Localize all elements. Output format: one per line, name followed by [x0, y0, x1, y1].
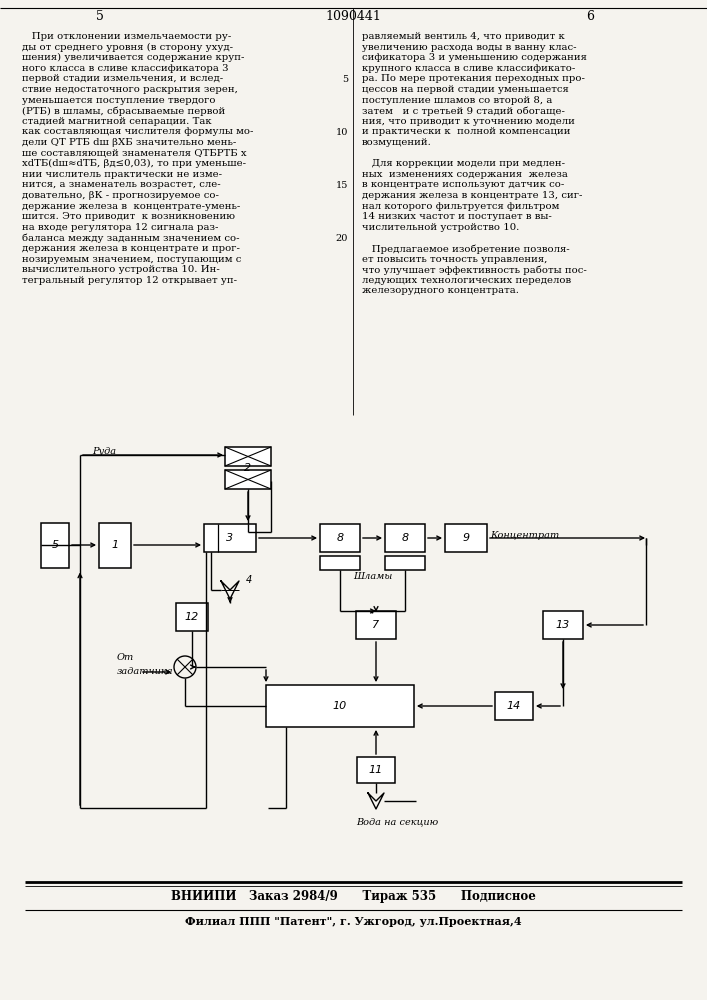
Text: тегральный регулятор 12 открывает уп-: тегральный регулятор 12 открывает уп-	[22, 276, 237, 285]
Bar	[543, 611, 583, 639]
Text: ния, что приводит к уточнению модели: ния, что приводит к уточнению модели	[362, 117, 575, 126]
Text: 8: 8	[337, 533, 344, 543]
Bar	[176, 603, 208, 631]
Bar	[495, 692, 533, 720]
Text: ствие недостаточного раскрытия зерен,: ствие недостаточного раскрытия зерен,	[22, 85, 238, 94]
Text: ВНИИПИ   Заказ 2984/9      Тираж 535      Подписное: ВНИИПИ Заказ 2984/9 Тираж 535 Подписное	[170, 890, 535, 903]
Text: 6: 6	[586, 10, 594, 23]
Text: 14: 14	[507, 701, 521, 711]
Text: 13: 13	[556, 620, 570, 630]
Text: xdТБ(dш≈dТБ, βд≤0,03), то при уменьше-: xdТБ(dш≈dТБ, βд≤0,03), то при уменьше-	[22, 159, 246, 168]
Text: 11: 11	[369, 765, 383, 775]
Text: железорудного концентрата.: железорудного концентрата.	[362, 286, 519, 295]
Text: ледующих технологических переделов: ледующих технологических переделов	[362, 276, 571, 285]
Text: От: От	[117, 653, 134, 662]
Text: довательно, βК - прогнозируемое со-: довательно, βК - прогнозируемое со-	[22, 191, 219, 200]
Text: числительной устройство 10.: числительной устройство 10.	[362, 223, 520, 232]
Text: Предлагаемое изобретение позволя-: Предлагаемое изобретение позволя-	[362, 244, 570, 253]
Text: ных  изменениях содержания  железа: ных изменениях содержания железа	[362, 170, 568, 179]
Text: Филиал ППП "Патент", г. Ужгород, ул.Проектная,4: Филиал ППП "Патент", г. Ужгород, ул.Прое…	[185, 916, 521, 927]
Text: ного класса в сливе классификатора 3: ного класса в сливе классификатора 3	[22, 64, 228, 73]
Text: Для коррекции модели при медлен-: Для коррекции модели при медлен-	[362, 159, 565, 168]
Text: ше составляющей знаменателя QТБPТБ x: ше составляющей знаменателя QТБPТБ x	[22, 149, 247, 158]
Text: 20: 20	[336, 234, 348, 243]
Text: шится. Это приводит  к возникновению: шится. Это приводит к возникновению	[22, 212, 235, 221]
Bar	[385, 556, 425, 570]
Bar	[204, 524, 256, 552]
Text: что улучшает эффективность работы пос-: что улучшает эффективность работы пос-	[362, 265, 587, 275]
Text: первой стадии измельчения, и вслед-: первой стадии измельчения, и вслед-	[22, 74, 223, 83]
Text: 1: 1	[112, 540, 119, 550]
Bar	[320, 524, 360, 552]
Text: на входе регулятора 12 сигнала раз-: на входе регулятора 12 сигнала раз-	[22, 223, 218, 232]
Text: При отклонении измельчаемости ру-: При отклонении измельчаемости ру-	[22, 32, 231, 41]
Bar	[41, 522, 69, 568]
Text: как составляющая числителя формулы мо-: как составляющая числителя формулы мо-	[22, 127, 253, 136]
Text: держания железа в концентрате 13, сиг-: держания железа в концентрате 13, сиг-	[362, 191, 583, 200]
Text: 2: 2	[245, 463, 252, 473]
Text: задатчика: задатчика	[117, 667, 174, 676]
Text: стадией магнитной сепарации. Так: стадией магнитной сепарации. Так	[22, 117, 211, 126]
Text: ра. По мере протекания переходных про-: ра. По мере протекания переходных про-	[362, 74, 585, 83]
Text: увеличению расхода воды в ванну клас-: увеличению расхода воды в ванну клас-	[362, 43, 576, 52]
Text: в концентрате используют датчик со-: в концентрате используют датчик со-	[362, 180, 564, 189]
Text: 3: 3	[226, 533, 233, 543]
Text: 5: 5	[52, 540, 59, 550]
Text: Концентрат: Концентрат	[490, 530, 559, 540]
Bar	[356, 611, 396, 639]
Bar	[445, 524, 487, 552]
Text: возмущений.: возмущений.	[362, 138, 432, 147]
Text: крупного класса в сливе классификато-: крупного класса в сливе классификато-	[362, 64, 575, 73]
Text: шения) увеличивается содержание круп-: шения) увеличивается содержание круп-	[22, 53, 245, 62]
Bar	[266, 685, 414, 727]
Text: ды от среднего уровня (в сторону ухуд-: ды от среднего уровня (в сторону ухуд-	[22, 43, 233, 52]
Text: (РТБ) в шламы, сбрасываемые первой: (РТБ) в шламы, сбрасываемые первой	[22, 106, 226, 116]
Text: 12: 12	[185, 612, 199, 622]
Text: уменьшается поступление твердого: уменьшается поступление твердого	[22, 96, 216, 105]
Text: поступление шламов со второй 8, а: поступление шламов со второй 8, а	[362, 96, 552, 105]
Text: 10: 10	[336, 128, 348, 137]
Text: Шламы: Шламы	[353, 572, 392, 581]
Text: 5: 5	[342, 75, 348, 84]
Bar	[385, 524, 425, 552]
Text: 8: 8	[402, 533, 409, 543]
Text: нии числитель практически не изме-: нии числитель практически не изме-	[22, 170, 222, 179]
Text: держания железа в концентрате и прог-: держания железа в концентрате и прог-	[22, 244, 240, 253]
Text: 7: 7	[373, 620, 380, 630]
Text: 4: 4	[246, 575, 252, 585]
Text: равляемый вентиль 4, что приводит к: равляемый вентиль 4, что приводит к	[362, 32, 565, 41]
Bar	[99, 522, 131, 568]
Bar	[357, 757, 395, 783]
Bar	[320, 556, 360, 570]
Text: ет повысить точность управления,: ет повысить точность управления,	[362, 255, 547, 264]
Text: нится, а знаменатель возрастет, сле-: нится, а знаменатель возрастет, сле-	[22, 180, 221, 189]
Text: Вода на секцию: Вода на секцию	[356, 817, 438, 826]
Text: 5: 5	[96, 10, 104, 23]
Bar	[225, 447, 271, 466]
Text: цессов на первой стадии уменьшается: цессов на первой стадии уменьшается	[362, 85, 568, 94]
Text: нозируемым значением, поступающим с: нозируемым значением, поступающим с	[22, 255, 241, 264]
Text: нал которого фильтруется фильтром: нал которого фильтруется фильтром	[362, 202, 559, 211]
Text: Руда: Руда	[92, 448, 116, 456]
Text: сификатора 3 и уменьшению содержания: сификатора 3 и уменьшению содержания	[362, 53, 587, 62]
Text: 10: 10	[333, 701, 347, 711]
Text: затем   и с третьей 9 стадий обогаще-: затем и с третьей 9 стадий обогаще-	[362, 106, 565, 116]
Bar	[225, 470, 271, 489]
Text: 1090441: 1090441	[325, 10, 381, 23]
Text: баланса между заданным значением со-: баланса между заданным значением со-	[22, 233, 240, 243]
Text: и практически к  полной компенсации: и практически к полной компенсации	[362, 127, 571, 136]
Text: 9: 9	[462, 533, 469, 543]
Text: держание железа в  концентрате-умень-: держание железа в концентрате-умень-	[22, 202, 240, 211]
Text: 15: 15	[336, 181, 348, 190]
Text: дели QТ PТБ dш βХБ значительно мень-: дели QТ PТБ dш βХБ значительно мень-	[22, 138, 236, 147]
Text: вычислительного устройства 10. Ин-: вычислительного устройства 10. Ин-	[22, 265, 220, 274]
Text: 14 низких частот и поступает в вы-: 14 низких частот и поступает в вы-	[362, 212, 551, 221]
